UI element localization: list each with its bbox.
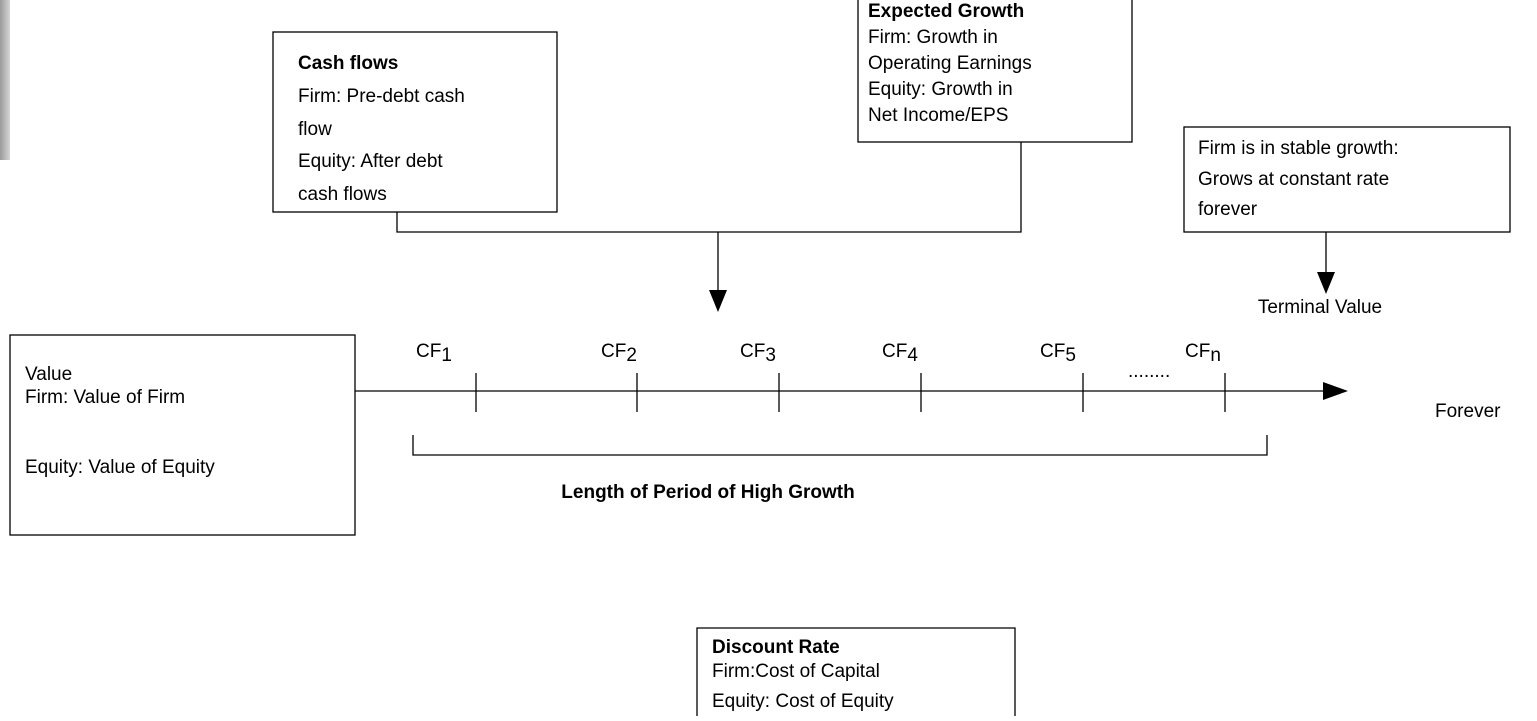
cf-label: CF4 xyxy=(882,341,918,366)
growth-box xyxy=(857,0,1133,143)
cf-base: CF xyxy=(601,341,626,362)
value-box xyxy=(9,334,356,536)
arrow-head xyxy=(709,290,727,312)
cf-base: CF xyxy=(882,341,907,362)
box-title: Discount Rate xyxy=(712,637,840,658)
cf-label: CF3 xyxy=(740,341,776,366)
forever-label: Forever xyxy=(1435,401,1501,422)
period-bracket xyxy=(412,435,1268,456)
cf-base: CF xyxy=(740,341,765,362)
cash-flows-box xyxy=(272,31,558,213)
box-line: Firm is in stable growth: xyxy=(1198,138,1399,159)
box-title: Expected Growth xyxy=(868,1,1024,22)
cf-label: CFn xyxy=(1185,341,1221,366)
cf-subscript: 4 xyxy=(907,345,918,366)
arrow-head xyxy=(1317,272,1335,294)
arrow-head xyxy=(1323,382,1348,400)
cf-label: CF1 xyxy=(416,341,452,366)
ellipsis: ........ xyxy=(1128,361,1170,382)
box-line: Equity: After debt xyxy=(298,151,443,172)
box-line: cash flows xyxy=(298,184,387,205)
terminal-value: Terminal Value xyxy=(1258,297,1382,318)
box-line: Equity: Cost of Equity xyxy=(712,691,894,712)
period-label: Length of Period of High Growth xyxy=(561,482,854,503)
side-strip xyxy=(0,0,10,160)
box-title: Cash flows xyxy=(298,53,398,74)
cf-base: CF xyxy=(1185,341,1210,362)
box-line: Firm: Value of Firm xyxy=(25,387,185,408)
box-line: flow xyxy=(298,119,332,140)
box-line: Equity: Growth in xyxy=(868,79,1013,100)
discount-box xyxy=(696,627,1016,716)
box-line: Firm: Pre-debt cash xyxy=(298,86,465,107)
box-line: forever xyxy=(1198,199,1258,220)
box-line: Firm: Growth in xyxy=(868,27,998,48)
cf-subscript: 3 xyxy=(765,345,776,366)
cf-base: CF xyxy=(1040,341,1065,362)
cf-subscript: 1 xyxy=(441,345,452,366)
cf-label: CF2 xyxy=(601,341,637,366)
cf-subscript: 2 xyxy=(626,345,637,366)
box-line: Grows at constant rate xyxy=(1198,169,1389,190)
box-line: Value xyxy=(25,364,72,385)
box-line: Operating Earnings xyxy=(868,53,1032,74)
box-line: Net Income/EPS xyxy=(868,105,1008,126)
cf-subscript: 5 xyxy=(1065,345,1076,366)
box-line: Firm:Cost of Capital xyxy=(712,661,880,682)
cf-label: CF5 xyxy=(1040,341,1076,366)
box-line: Equity: Value of Equity xyxy=(25,457,215,478)
connector xyxy=(396,142,1022,233)
cf-subscript: n xyxy=(1210,345,1221,366)
tick-group: CF1 CF2 CF3 CF4 CF5 CFn xyxy=(416,341,1226,412)
stable-box xyxy=(1183,126,1511,233)
cf-base: CF xyxy=(416,341,441,362)
